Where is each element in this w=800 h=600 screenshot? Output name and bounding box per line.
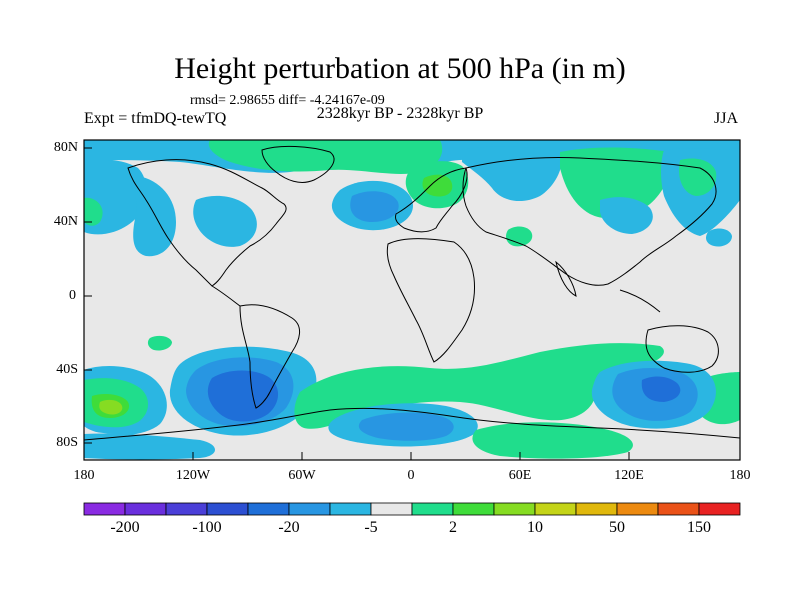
contour-antarctic-low-west: [84, 433, 215, 460]
lon-label-60w: 60W: [288, 468, 316, 483]
lat-label-80n: 80N: [53, 140, 78, 155]
lat-label-40n: 40N: [53, 214, 78, 229]
coast-australia: [645, 325, 719, 373]
coast-africa: [386, 238, 475, 363]
colorbar-label: 10: [527, 519, 543, 536]
contour-east-europe-low: [506, 226, 533, 247]
contour-eurasia-low: [462, 146, 562, 202]
lat-label-0: 0: [69, 288, 76, 303]
colorbar-swatch: [575, 502, 618, 516]
colorbar-swatch: [206, 502, 249, 516]
contour-north-pacific-low-inner: [84, 197, 103, 226]
contour-small-high-west-pacific: [706, 228, 732, 247]
colorbar-swatch: [370, 502, 413, 516]
contour-south-pacific-low-core: [207, 370, 279, 422]
colorbar-swatch: [247, 502, 290, 516]
coast-india: [555, 260, 577, 297]
stats-label: rmsd= 2.98655 diff= -4.24167e-09: [190, 93, 385, 108]
colorbar-swatch: [165, 502, 208, 516]
colorbar-swatch: [452, 502, 495, 516]
coast-north-america: [127, 159, 287, 287]
colorbar-label: -200: [110, 519, 140, 536]
colorbar-label: 50: [609, 519, 625, 536]
coast-asia: [462, 156, 717, 286]
plot-frame: [83, 139, 741, 461]
colorbar-swatch: [657, 502, 700, 516]
lon-label-120e: 120E: [614, 468, 644, 483]
lon-label-120w: 120W: [175, 468, 211, 483]
contour-north-america-low: [193, 195, 257, 247]
colorbar-swatch: [288, 502, 331, 516]
contour-equatorial-small-low: [147, 335, 172, 351]
colorbar-label: -100: [192, 519, 222, 536]
contour-south-indian-low-core: [641, 376, 681, 402]
colorbar-swatch: [493, 502, 536, 516]
lon-label-60e: 60E: [508, 468, 532, 483]
lat-label-40s: 40S: [56, 362, 78, 377]
lon-label-0: 0: [407, 468, 415, 483]
contour-fields: [84, 140, 740, 460]
axis-ticks: [83, 147, 741, 460]
contour-east-asia-low-inner: [678, 158, 717, 196]
colorbar-swatch: [534, 502, 577, 516]
coast-antarctica: [84, 407, 740, 441]
season-label: JJA: [714, 110, 739, 127]
contour-antarctic-low-inner: [358, 412, 454, 441]
colorbar: [83, 502, 741, 516]
contour-siberia-high: [560, 147, 672, 219]
coast-southeast-asia: [619, 289, 661, 313]
lon-label-180e: 180: [729, 468, 751, 483]
coast-europe: [395, 167, 468, 233]
coast-central-america: [211, 285, 241, 307]
colorbar-swatch: [83, 502, 126, 516]
contour-scandinavia-high-inner: [422, 174, 453, 197]
contour-antarctic-high-south: [472, 422, 633, 459]
plot-title: Height perturbation at 500 hPa (in m): [174, 52, 626, 85]
contour-north-atlantic-low-inner: [350, 191, 399, 222]
lat-label-80s: 80S: [56, 435, 78, 450]
experiment-label: Expt = tfmDQ-tewTQ: [84, 110, 227, 127]
coastlines: [84, 145, 740, 441]
coast-greenland: [261, 145, 335, 183]
contour-arctic-cap-low: [600, 197, 653, 234]
colorbar-swatch: [698, 502, 741, 516]
contour-southwest-pacific-high-peak: [99, 399, 123, 415]
colorbar-label: 2: [449, 519, 457, 536]
colorbar-swatch: [329, 502, 372, 516]
colorbar-label: -5: [364, 519, 378, 536]
colorbar-label: -20: [278, 519, 300, 536]
colorbar-swatch: [124, 502, 167, 516]
colorbar-swatch: [616, 502, 659, 516]
lon-label-180w: 180: [73, 468, 95, 483]
period-label: 2328kyr BP - 2328kyr BP: [316, 105, 484, 122]
coast-south-america: [239, 304, 300, 409]
colorbar-swatch: [411, 502, 454, 516]
colorbar-label: 150: [687, 519, 711, 536]
